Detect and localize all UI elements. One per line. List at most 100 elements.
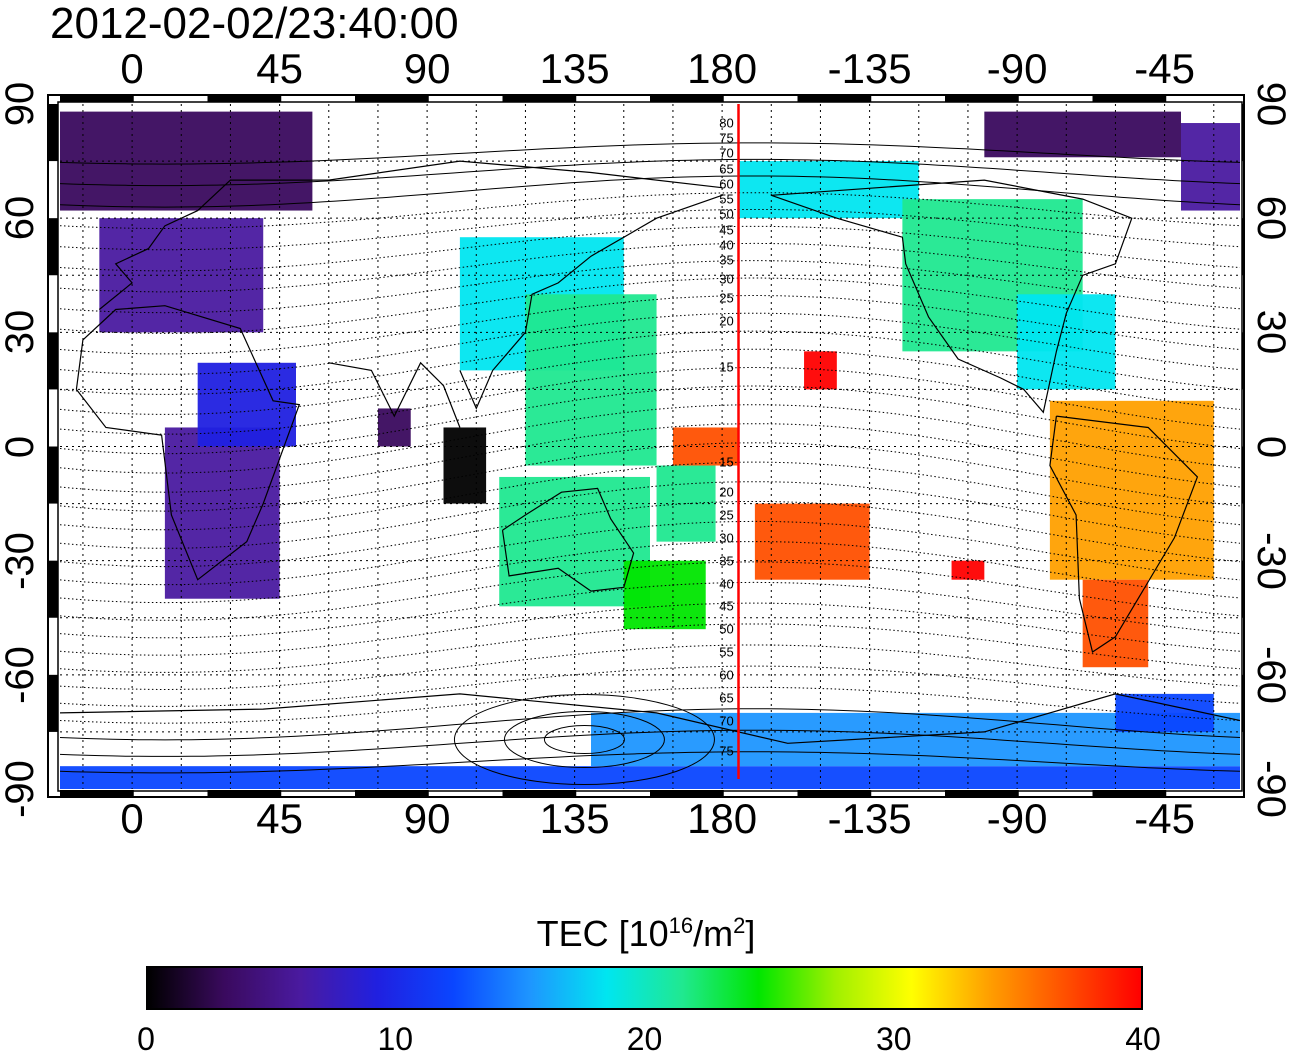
contour-line (60, 644, 1240, 691)
contour-line (60, 729, 1240, 757)
contour-line (60, 423, 1240, 493)
contour-line (60, 209, 1240, 251)
lat-tick-right: 30 (1249, 310, 1292, 355)
contour-line (60, 708, 1240, 741)
contour-line (60, 501, 1240, 568)
contour-label: 30 (719, 530, 734, 546)
contour-line (60, 312, 1240, 375)
lat-tick-right: -60 (1249, 645, 1292, 704)
tec-region-australia (623, 560, 706, 630)
contour-label: 40 (719, 576, 734, 591)
coastlines (60, 160, 1240, 744)
contour-line (60, 294, 1240, 355)
colorbar-tick-label: 0 (137, 1021, 155, 1057)
contour-loop (453, 694, 715, 786)
contour-line (60, 242, 1240, 293)
contour-label: 25 (719, 507, 734, 523)
contour-line (60, 686, 1240, 724)
tec-region-indian-ocean-patch (443, 427, 487, 504)
colorbar-title: TEC [1016/m2] (536, 913, 756, 954)
contour-label: 30 (719, 271, 734, 287)
contour-line (60, 442, 1240, 512)
contour-label: 35 (719, 252, 734, 268)
lon-tick-top: 0 (120, 45, 144, 92)
lon-tick-bottom: 90 (403, 795, 451, 842)
contour-line (60, 366, 1240, 435)
tec-region-north-america (1017, 294, 1116, 390)
contour-line (60, 348, 1240, 415)
coastline (60, 693, 1240, 744)
tec-region-africa-south (197, 362, 296, 447)
contour-label: 75 (719, 743, 734, 759)
tec-region-south-america (1082, 579, 1149, 668)
colorbar (146, 966, 1143, 1010)
contour-line (60, 142, 1240, 165)
contour-label: 60 (719, 176, 734, 192)
tec-region-pacific-south (754, 503, 870, 580)
magnetic-contours (60, 142, 1240, 786)
contour-label: 65 (719, 690, 734, 706)
tec-region-pacific-south (951, 560, 985, 580)
coastline (501, 487, 635, 592)
frame-tick-bars (48, 95, 1244, 797)
contour-line (60, 665, 1240, 707)
tec-region-south-america (1049, 400, 1214, 580)
contour-label: 70 (719, 145, 734, 161)
contour-line (60, 330, 1240, 395)
lat-tick-left: 0 (0, 435, 42, 458)
contour-label: 55 (719, 644, 734, 660)
contour-line (60, 581, 1240, 639)
contour-line (60, 602, 1240, 656)
contour-label: 40 (719, 237, 734, 253)
contour-line (60, 404, 1240, 474)
lon-tick-top: 45 (256, 45, 303, 92)
coastline (771, 179, 1133, 414)
tec-region-australia (656, 465, 716, 542)
lat-tick-left: -30 (0, 531, 42, 590)
contour-label: 70 (719, 713, 734, 728)
tec-region-europe-asia-north (984, 111, 1181, 158)
contour-line (60, 623, 1240, 673)
lon-tick-top: -90 (986, 45, 1048, 92)
contour-line (60, 277, 1240, 334)
contour-label: 60 (719, 667, 734, 683)
lon-tick-top: 90 (403, 45, 451, 92)
lon-tick-bottom: 135 (539, 795, 610, 842)
contour-line (60, 541, 1240, 604)
lon-tick-top: -135 (827, 45, 912, 92)
lat-tick-right: -30 (1249, 531, 1292, 590)
tec-data-layer (60, 111, 1240, 789)
colorbar-tick-label: 30 (875, 1021, 912, 1057)
lon-tick-bottom: -45 (1134, 795, 1195, 842)
contour-label: 20 (719, 313, 734, 329)
lon-tick-bottom: -90 (986, 795, 1048, 842)
contour-line (60, 385, 1240, 455)
coastline (1049, 415, 1199, 653)
tec-region-africa-south (164, 427, 280, 599)
contour-line (60, 520, 1240, 586)
lat-tick-left: 60 (0, 195, 42, 241)
contour-label: 15 (719, 359, 734, 375)
contour-label: 65 (719, 161, 734, 177)
contour-label: 35 (719, 553, 734, 569)
contour-label: 15 (719, 454, 734, 470)
lat-tick-right: -90 (1249, 760, 1292, 818)
contour-label: 50 (719, 206, 734, 222)
lat-tick-left: 90 (0, 81, 42, 127)
lon-tick-top: 180 (687, 45, 758, 92)
contour-line (60, 561, 1240, 621)
contour-line (60, 158, 1240, 187)
contour-label: 80 (719, 115, 734, 131)
contour-line (60, 260, 1240, 314)
contour-loop (503, 711, 665, 769)
contour-line (60, 225, 1240, 272)
contour-label: 50 (719, 621, 734, 637)
coastline (75, 305, 301, 581)
lat-tick-left: 30 (0, 310, 42, 355)
lon-tick-top: 135 (539, 45, 610, 92)
coastline (98, 160, 723, 310)
contour-label: 25 (719, 290, 734, 306)
contour-line (60, 192, 1240, 230)
coastline (328, 361, 461, 428)
